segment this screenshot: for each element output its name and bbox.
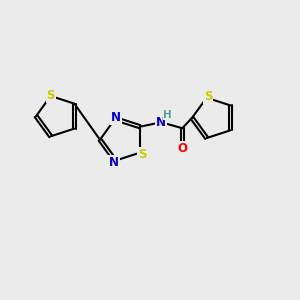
Text: H: H [163,110,172,120]
Text: N: N [111,111,121,124]
Text: S: S [46,89,55,102]
Text: S: S [204,90,212,103]
Text: O: O [177,142,187,155]
Text: N: N [156,116,166,129]
Text: N: N [109,156,119,169]
Text: S: S [138,148,146,160]
